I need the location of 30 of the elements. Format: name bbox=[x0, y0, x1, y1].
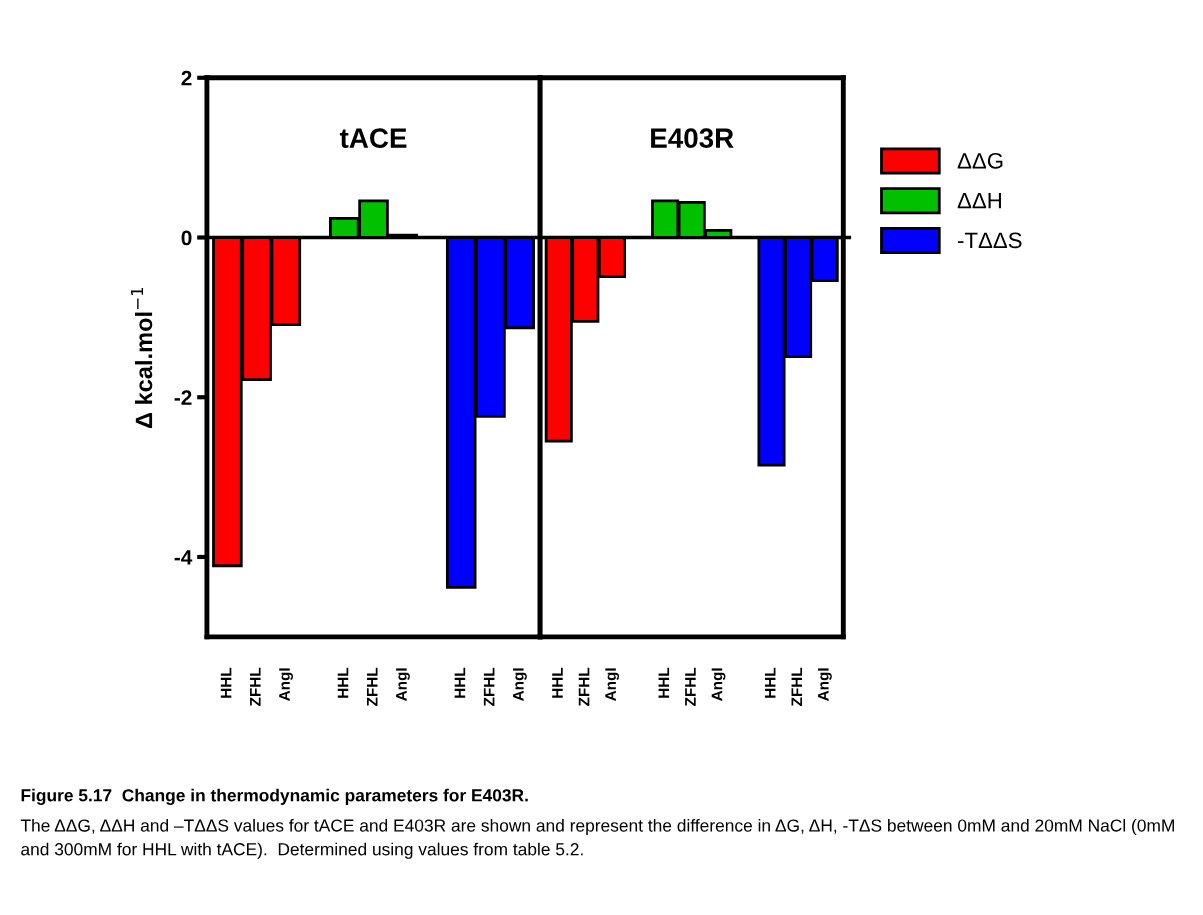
x-tick-label: HHL bbox=[454, 667, 466, 698]
x-tick-label: AngI bbox=[605, 668, 620, 701]
x-tick-label: HHL bbox=[552, 667, 563, 698]
legend-label: ΔΔH bbox=[957, 192, 1001, 209]
x-tick-label: ZFHL bbox=[685, 667, 696, 706]
x-tick-label: ZFHL bbox=[250, 667, 261, 706]
x-tick-label: HHL bbox=[337, 667, 349, 698]
x-tick-label: AngI bbox=[818, 668, 832, 701]
x-tick-label: ZFHL bbox=[578, 667, 590, 706]
y-tick-label: 2 bbox=[181, 70, 192, 86]
x-tick-label: AngI bbox=[513, 668, 527, 701]
x-tick-label: HHL bbox=[764, 667, 776, 698]
text: tACE bbox=[339, 128, 407, 148]
x-tick-label: AngI bbox=[396, 668, 410, 701]
x-tick-label: AngI bbox=[711, 668, 726, 701]
caption: Figure 5.17 Change in thermodynamic parameters for E403R. bbox=[21, 788, 528, 805]
y-tick-label: 0 bbox=[181, 230, 192, 246]
x-tick-label: AngI bbox=[279, 668, 293, 701]
x-tick-label: ZFHL bbox=[366, 667, 378, 706]
x-tick-label: HHL bbox=[220, 667, 232, 698]
y-tick-label: -4 bbox=[174, 550, 193, 565]
text: E403R bbox=[651, 128, 734, 149]
x-tick-label: HHL bbox=[658, 667, 670, 698]
legend-label: -TΔΔS bbox=[958, 232, 1022, 249]
legend-label: ΔΔG bbox=[957, 152, 1003, 169]
x-tick-label: ZFHL bbox=[483, 667, 495, 706]
x-tick-label: ZFHL bbox=[791, 667, 803, 706]
y-tick-label: -2 bbox=[174, 390, 192, 405]
y-axis-title: Δ kcal.mol$^{−1}$ bbox=[130, 287, 153, 429]
text: The ΔΔG, ΔΔH and –TΔΔS values for tACE and E403R are shown and represent the difference in ΔG, ΔH, -TΔS between 0mM and 20mM NaCl (0mM and 300mM for HHL with tACE). Determined using values from table 5.2. bbox=[20, 818, 1174, 859]
